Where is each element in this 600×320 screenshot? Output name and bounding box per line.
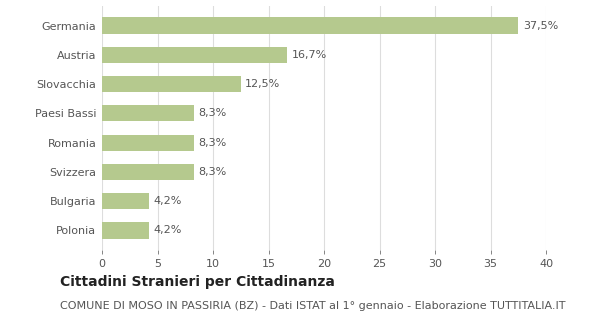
Bar — [102, 222, 149, 238]
Text: 37,5%: 37,5% — [523, 20, 558, 30]
Bar — [102, 105, 194, 121]
Bar — [102, 135, 194, 151]
Bar — [102, 193, 149, 209]
Text: Cittadini Stranieri per Cittadinanza: Cittadini Stranieri per Cittadinanza — [60, 275, 335, 289]
Text: 8,3%: 8,3% — [199, 108, 227, 118]
Text: COMUNE DI MOSO IN PASSIRIA (BZ) - Dati ISTAT al 1° gennaio - Elaborazione TUTTIT: COMUNE DI MOSO IN PASSIRIA (BZ) - Dati I… — [60, 301, 566, 311]
Text: 4,2%: 4,2% — [153, 226, 181, 236]
Text: 12,5%: 12,5% — [245, 79, 280, 89]
Bar — [102, 76, 241, 92]
Bar — [102, 47, 287, 63]
Bar — [102, 18, 518, 34]
Text: 4,2%: 4,2% — [153, 196, 181, 206]
Text: 8,3%: 8,3% — [199, 167, 227, 177]
Text: 8,3%: 8,3% — [199, 138, 227, 148]
Text: 16,7%: 16,7% — [292, 50, 327, 60]
Bar — [102, 164, 194, 180]
